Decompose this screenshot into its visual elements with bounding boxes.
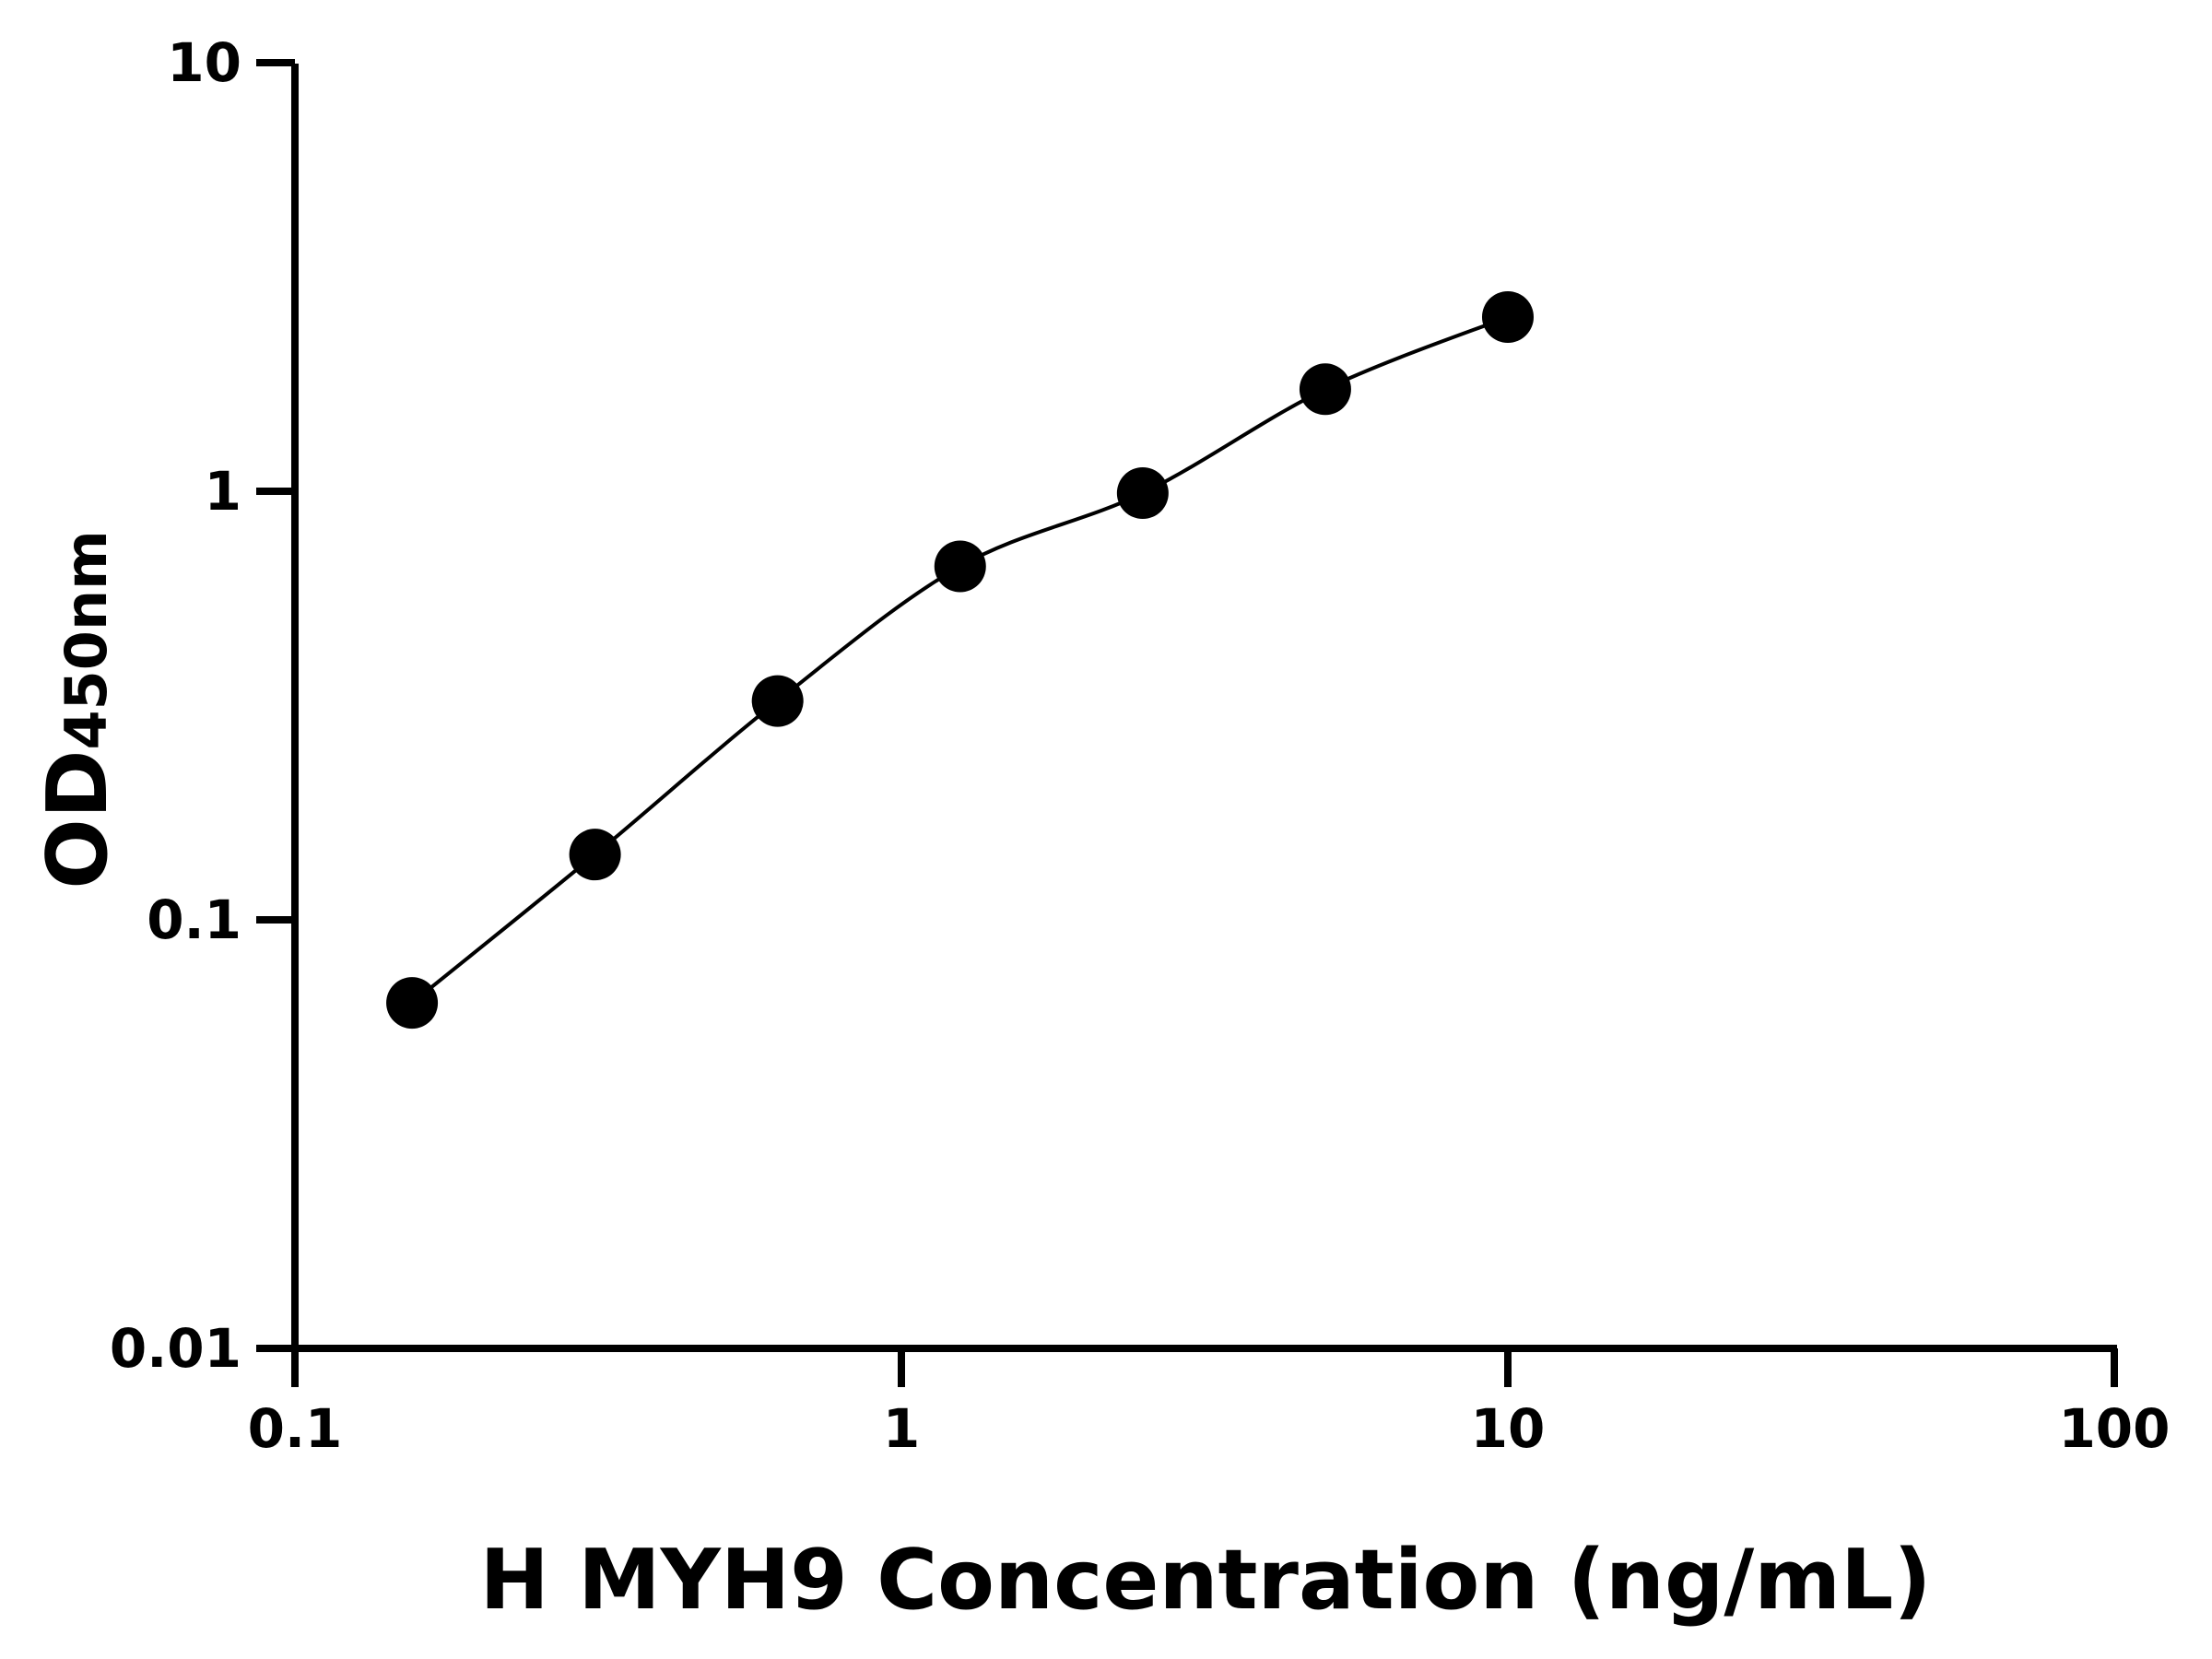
y-tick-label: 1 bbox=[205, 460, 241, 523]
x-tick-label: 1 bbox=[883, 1397, 920, 1460]
y-tick-label: 10 bbox=[167, 31, 241, 94]
x-tick-label: 100 bbox=[2058, 1397, 2170, 1460]
data-point bbox=[1299, 363, 1351, 416]
data-point bbox=[569, 829, 621, 881]
x-axis-label: H MYH9 Concentration (ng/mL) bbox=[479, 1532, 1931, 1629]
data-point bbox=[934, 540, 986, 593]
x-tick-label: 0.1 bbox=[248, 1397, 343, 1460]
data-point bbox=[1116, 467, 1169, 520]
x-tick-label: 10 bbox=[1471, 1397, 1546, 1460]
data-point bbox=[751, 675, 804, 727]
data-point bbox=[386, 977, 439, 1030]
y-tick-label: 0.1 bbox=[147, 888, 241, 951]
y-axis-label-main: OD bbox=[29, 749, 126, 888]
y-tick-label: 0.01 bbox=[110, 1317, 241, 1380]
fit-curve bbox=[410, 315, 1509, 1005]
data-point bbox=[1482, 290, 1534, 343]
y-axis-label-sub: 450nm bbox=[53, 530, 120, 749]
y-axis-label: OD450nm bbox=[29, 530, 126, 888]
